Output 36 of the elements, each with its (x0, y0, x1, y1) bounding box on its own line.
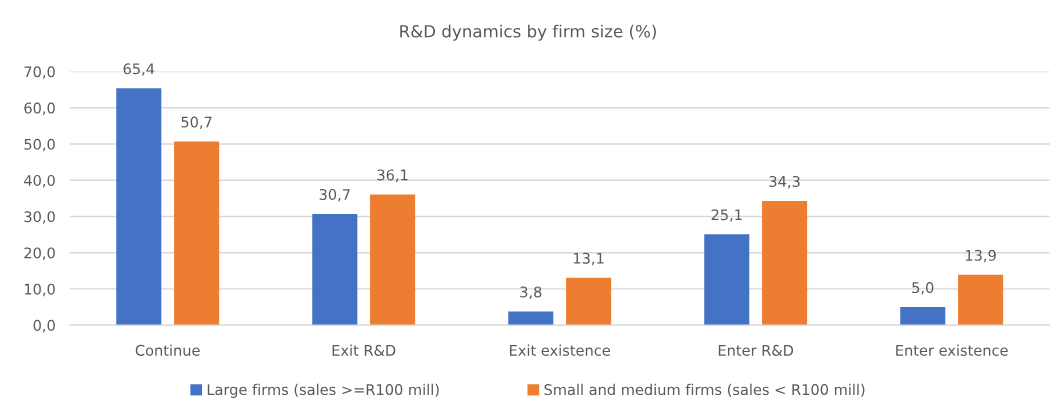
data-label: 50,7 (181, 116, 212, 130)
y-tick-label: 0,0 (33, 319, 55, 333)
y-tick-label: 50,0 (24, 138, 55, 152)
data-label: 13,9 (965, 249, 996, 263)
y-tick-label: 10,0 (24, 283, 55, 297)
x-tick-label: Enter existence (896, 344, 1008, 356)
data-label: 65,4 (123, 63, 155, 76)
bar (900, 307, 946, 326)
y-tick-label: 60,0 (24, 102, 55, 116)
chart-title: R&D dynamics by firm size (%) (400, 24, 656, 41)
y-tick-label: 20,0 (24, 247, 55, 260)
data-label: 30,7 (319, 188, 350, 202)
legend-label: Small and medium firms (sales < R100 mill) (544, 383, 865, 397)
bar (958, 274, 1004, 326)
data-label: 3,8 (520, 286, 542, 299)
bar (370, 194, 416, 326)
x-tick-label: Exit R&D (332, 344, 396, 356)
x-tick-label: Continue (135, 344, 200, 356)
bar (116, 88, 162, 326)
y-tick-label: 40,0 (24, 174, 55, 188)
data-label: 25,1 (711, 209, 742, 222)
bar (508, 311, 554, 326)
data-label: 13,1 (573, 252, 604, 266)
bar (762, 200, 808, 326)
bar (704, 234, 750, 326)
y-tick-label: 70,0 (24, 66, 55, 79)
x-tick-label: Enter R&D (718, 344, 794, 356)
legend-label: Large firms (sales >=R100 mill) (207, 383, 439, 398)
data-label: 36,1 (377, 169, 408, 182)
bar (312, 213, 358, 326)
bar (566, 277, 612, 326)
bar (174, 141, 220, 326)
data-label: 34,3 (769, 175, 800, 189)
x-tick-label: Exit existence (510, 344, 610, 356)
data-label: 5,0 (912, 282, 934, 295)
y-tick-label: 30,0 (24, 211, 55, 224)
